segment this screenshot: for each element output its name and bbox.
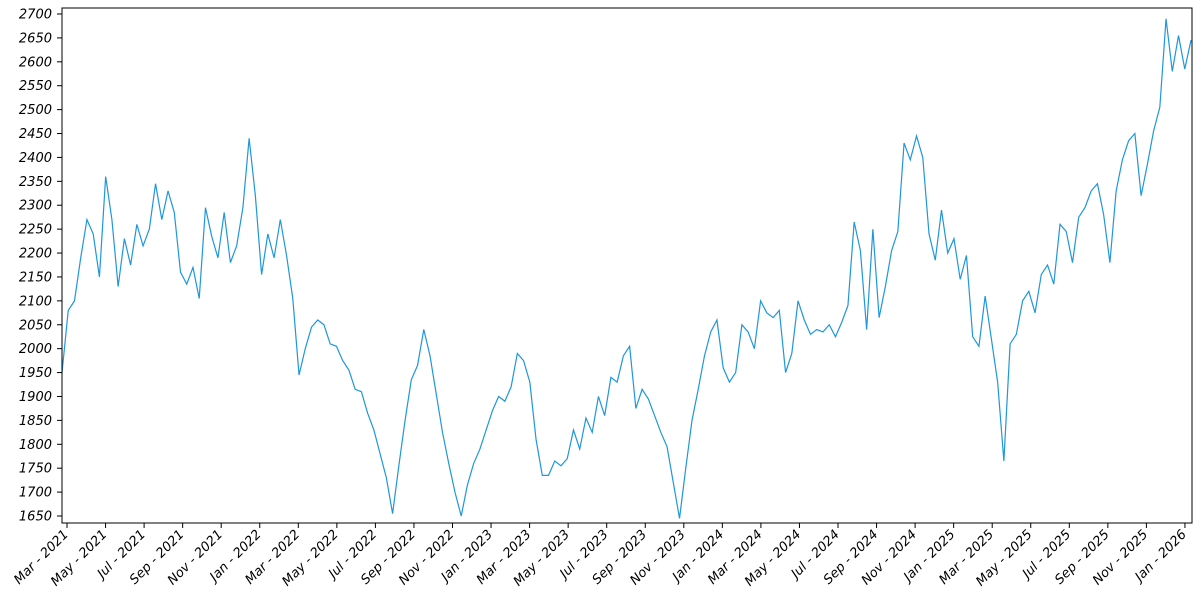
y-tick-label: 2600: [19, 55, 52, 70]
y-tick-label: 1800: [19, 438, 52, 453]
y-tick-label: 2250: [19, 223, 52, 238]
y-tick-label: 1650: [19, 510, 52, 525]
y-tick-label: 1750: [19, 462, 52, 477]
y-tick-label: 2550: [19, 79, 52, 94]
y-tick-label: 1900: [19, 390, 52, 405]
y-tick-label: 2300: [19, 199, 52, 214]
y-tick-label: 2350: [19, 175, 52, 190]
y-tick-label: 2700: [19, 8, 52, 23]
y-tick-label: 2650: [19, 31, 52, 46]
y-tick-label: 2050: [19, 318, 52, 333]
y-tick-label: 2000: [19, 342, 52, 357]
y-tick-label: 2100: [19, 294, 52, 309]
y-tick-label: 2200: [19, 247, 52, 262]
y-tick-label: 1700: [19, 486, 52, 501]
y-tick-label: 2450: [19, 127, 52, 142]
y-tick-label: 2400: [19, 151, 52, 166]
plot-border: [61, 7, 1193, 524]
y-tick-label: 1850: [19, 414, 52, 429]
y-tick-label: 2150: [19, 270, 52, 285]
y-tick-label: 1950: [19, 366, 52, 381]
y-tick-label: 2500: [19, 103, 52, 118]
price-line: [62, 18, 1192, 519]
